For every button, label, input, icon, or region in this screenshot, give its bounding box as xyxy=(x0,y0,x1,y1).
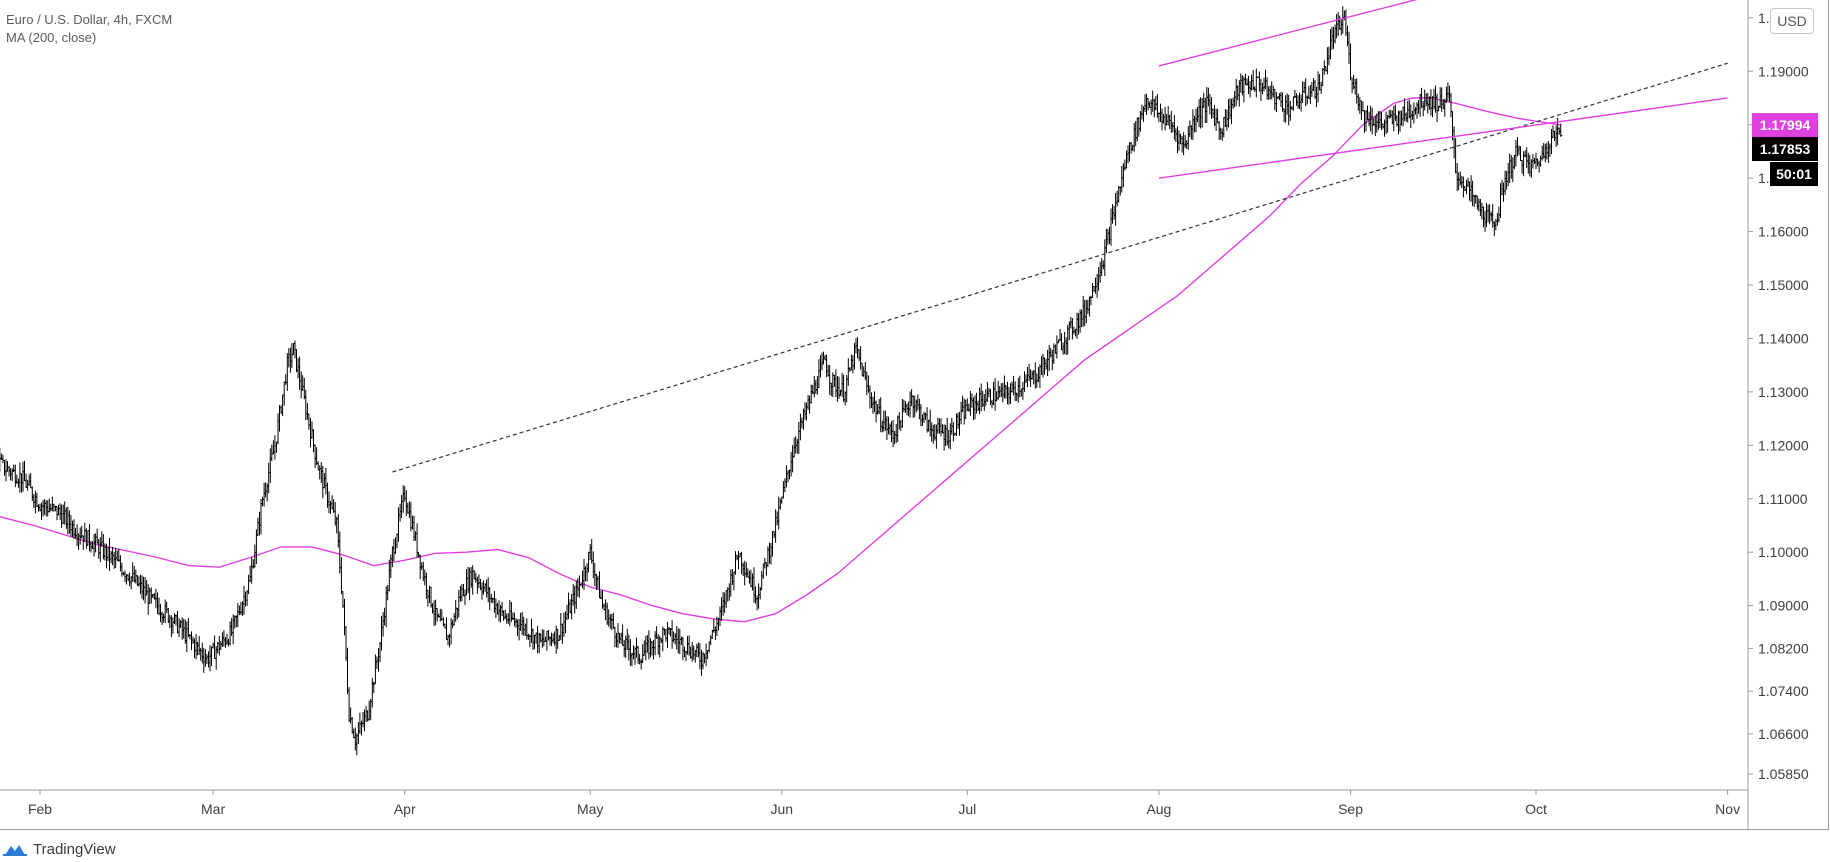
price-tick-label: 1.07400 xyxy=(1758,683,1809,699)
price-tick-label: 1.09000 xyxy=(1758,598,1809,614)
currency-button[interactable]: USD xyxy=(1770,8,1814,34)
ma-200-line xyxy=(0,97,1561,623)
last-price-label: 1.17853 xyxy=(1760,141,1811,157)
price-tick-label: 1.13000 xyxy=(1758,384,1809,400)
time-tick-label: Nov xyxy=(1715,801,1740,817)
ma-price-label: 1.17994 xyxy=(1760,117,1811,133)
price-tick-label: 1.15000 xyxy=(1758,277,1809,293)
time-tick-label: Jul xyxy=(958,801,976,817)
price-tick-label: 1.12000 xyxy=(1758,437,1809,453)
channel-lower-line xyxy=(1158,97,1728,179)
bar-countdown-label: 50:01 xyxy=(1776,166,1812,182)
price-tick-label: 1.11000 xyxy=(1758,491,1808,507)
bar-countdown-bg xyxy=(1770,162,1818,187)
channel-upper-line xyxy=(1158,0,1418,67)
dashed-trendline xyxy=(392,62,1728,473)
price-labels-layer: 1.17994 1.17853 50:01 xyxy=(1752,113,1818,187)
time-tick-label: Sep xyxy=(1338,801,1363,817)
ma-price-label-bg xyxy=(1752,113,1818,138)
last-price-label-bg xyxy=(1752,137,1818,162)
time-tick-label: Oct xyxy=(1525,801,1547,817)
price-tick-label: 1.16000 xyxy=(1758,224,1809,240)
tradingview-brand-text: TradingView xyxy=(33,840,116,858)
price-tick-label: 1.06600 xyxy=(1758,726,1809,742)
chart-pane[interactable] xyxy=(0,0,1829,830)
time-tick-label: May xyxy=(577,801,603,817)
price-tick-label: 1.14000 xyxy=(1758,330,1809,346)
ma-indicator-legend[interactable]: MA (200, close) xyxy=(6,30,97,45)
moving-average-layer xyxy=(0,97,1561,623)
time-tick-label: Aug xyxy=(1146,801,1171,817)
tradingview-cloud-icon xyxy=(3,845,27,856)
time-tick-label: Jun xyxy=(771,801,794,817)
price-tick-label: 1.08200 xyxy=(1758,640,1809,656)
axes-layer: 1.200001.190001.180001.170001.160001.150… xyxy=(0,0,1809,829)
drawings-layer xyxy=(392,0,1728,473)
price-tick-label: 1.10000 xyxy=(1758,544,1809,560)
price-tick-label: 1.05850 xyxy=(1758,766,1809,782)
tradingview-logo[interactable]: TradingView xyxy=(2,838,116,860)
time-tick-label: Mar xyxy=(201,801,225,817)
time-tick-label: Apr xyxy=(394,801,416,817)
chart-symbol-legend[interactable]: Euro / U.S. Dollar, 4h, FXCM xyxy=(6,12,173,27)
price-tick-label: 1.19000 xyxy=(1758,63,1809,79)
time-tick-label: Feb xyxy=(28,801,52,817)
candles-layer xyxy=(0,6,1563,756)
